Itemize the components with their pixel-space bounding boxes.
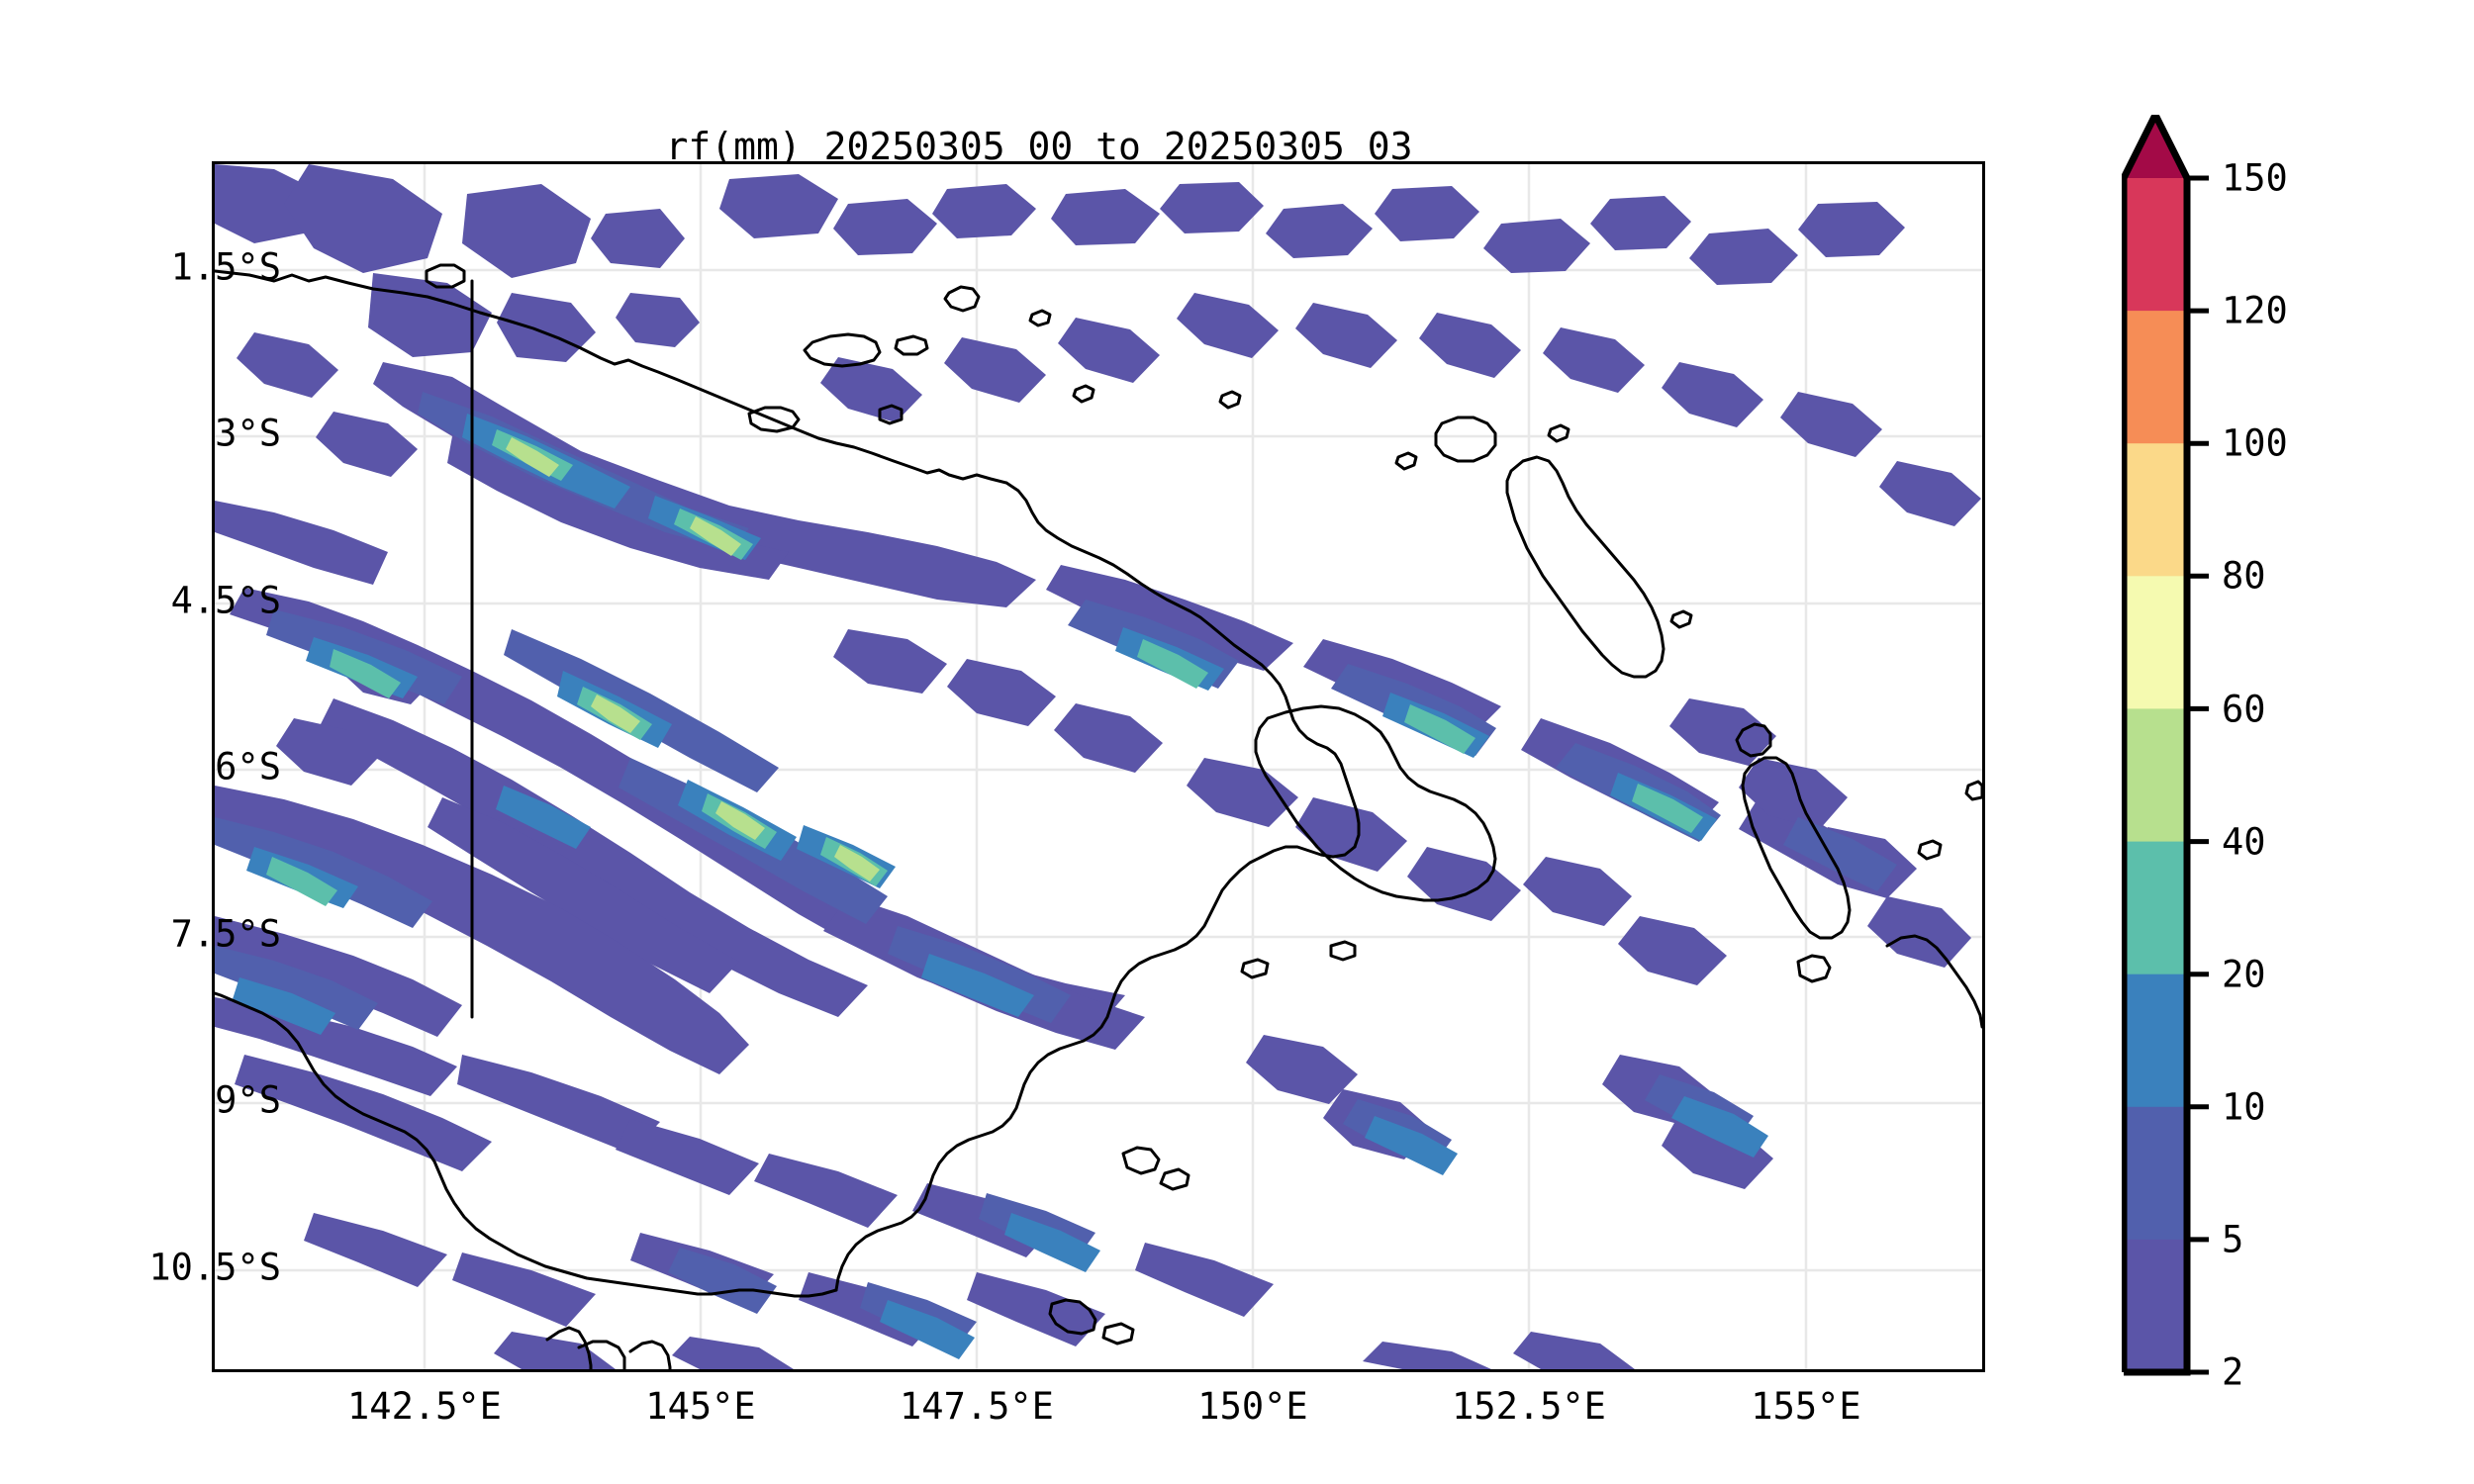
cbar-tick-40: 40	[2222, 820, 2266, 864]
xtick-label-6: 155°E	[1751, 1385, 1861, 1428]
colorbar-band-120-150	[2124, 178, 2187, 312]
cbar-tick-20: 20	[2222, 953, 2266, 996]
map-plot-area[interactable]	[212, 161, 1985, 1372]
colorbar[interactable]	[2122, 115, 2209, 1376]
cbar-tick-120: 120	[2222, 289, 2288, 332]
ytick-label-1: 1.5°S	[170, 245, 281, 289]
ytick-label-2: 3°S	[215, 412, 281, 455]
cbar-tick-150: 150	[2222, 156, 2288, 200]
colorbar-canvas	[2122, 115, 2209, 1376]
colorbar-band-20-40	[2124, 841, 2187, 975]
colorbar-outline	[2122, 115, 2191, 1376]
ytick-label-6: 9°S	[215, 1078, 281, 1122]
ytick-label-4: 6°S	[215, 745, 281, 788]
ytick-label-3: 4.5°S	[170, 579, 281, 622]
cbar-tick-100: 100	[2222, 421, 2288, 465]
cbar-tick-2: 2	[2222, 1350, 2244, 1394]
coastlines	[215, 263, 1982, 1369]
colorbar-band-5-10	[2124, 1106, 2187, 1241]
cbar-tick-60: 60	[2222, 688, 2266, 731]
xtick-label-1: 142.5°E	[347, 1385, 502, 1428]
colorbar-band-60-80	[2124, 576, 2187, 710]
map-canvas	[215, 164, 1982, 1369]
ytick-label-7: 10.5°S	[148, 1246, 281, 1289]
colorbar-band-100-120	[2124, 311, 2187, 445]
xtick-label-4: 150°E	[1197, 1385, 1308, 1428]
cbar-tick-80: 80	[2222, 554, 2266, 598]
rain-band-2-5	[215, 164, 1981, 1369]
title-line-1: rf(mm) 20250305_00 to 20250305_03	[665, 125, 1413, 168]
xtick-label-3: 147.5°E	[900, 1385, 1054, 1428]
cbar-tick-10: 10	[2222, 1085, 2266, 1129]
xtick-label-2: 145°E	[645, 1385, 756, 1428]
xtick-label-5: 152.5°E	[1452, 1385, 1606, 1428]
ytick-label-5: 7.5°S	[170, 912, 281, 956]
colorbar-band-40-60	[2124, 708, 2187, 843]
colorbar-extend-arrow	[2124, 115, 2187, 178]
colorbar-band-2-5	[2124, 1239, 2187, 1373]
colorbar-ticks	[2187, 175, 2209, 1375]
rain-band-40-60	[506, 437, 880, 881]
colorbar-band-10-20	[2124, 974, 2187, 1108]
cbar-tick-5: 5	[2222, 1218, 2244, 1261]
colorbar-band-80-100	[2124, 443, 2187, 578]
